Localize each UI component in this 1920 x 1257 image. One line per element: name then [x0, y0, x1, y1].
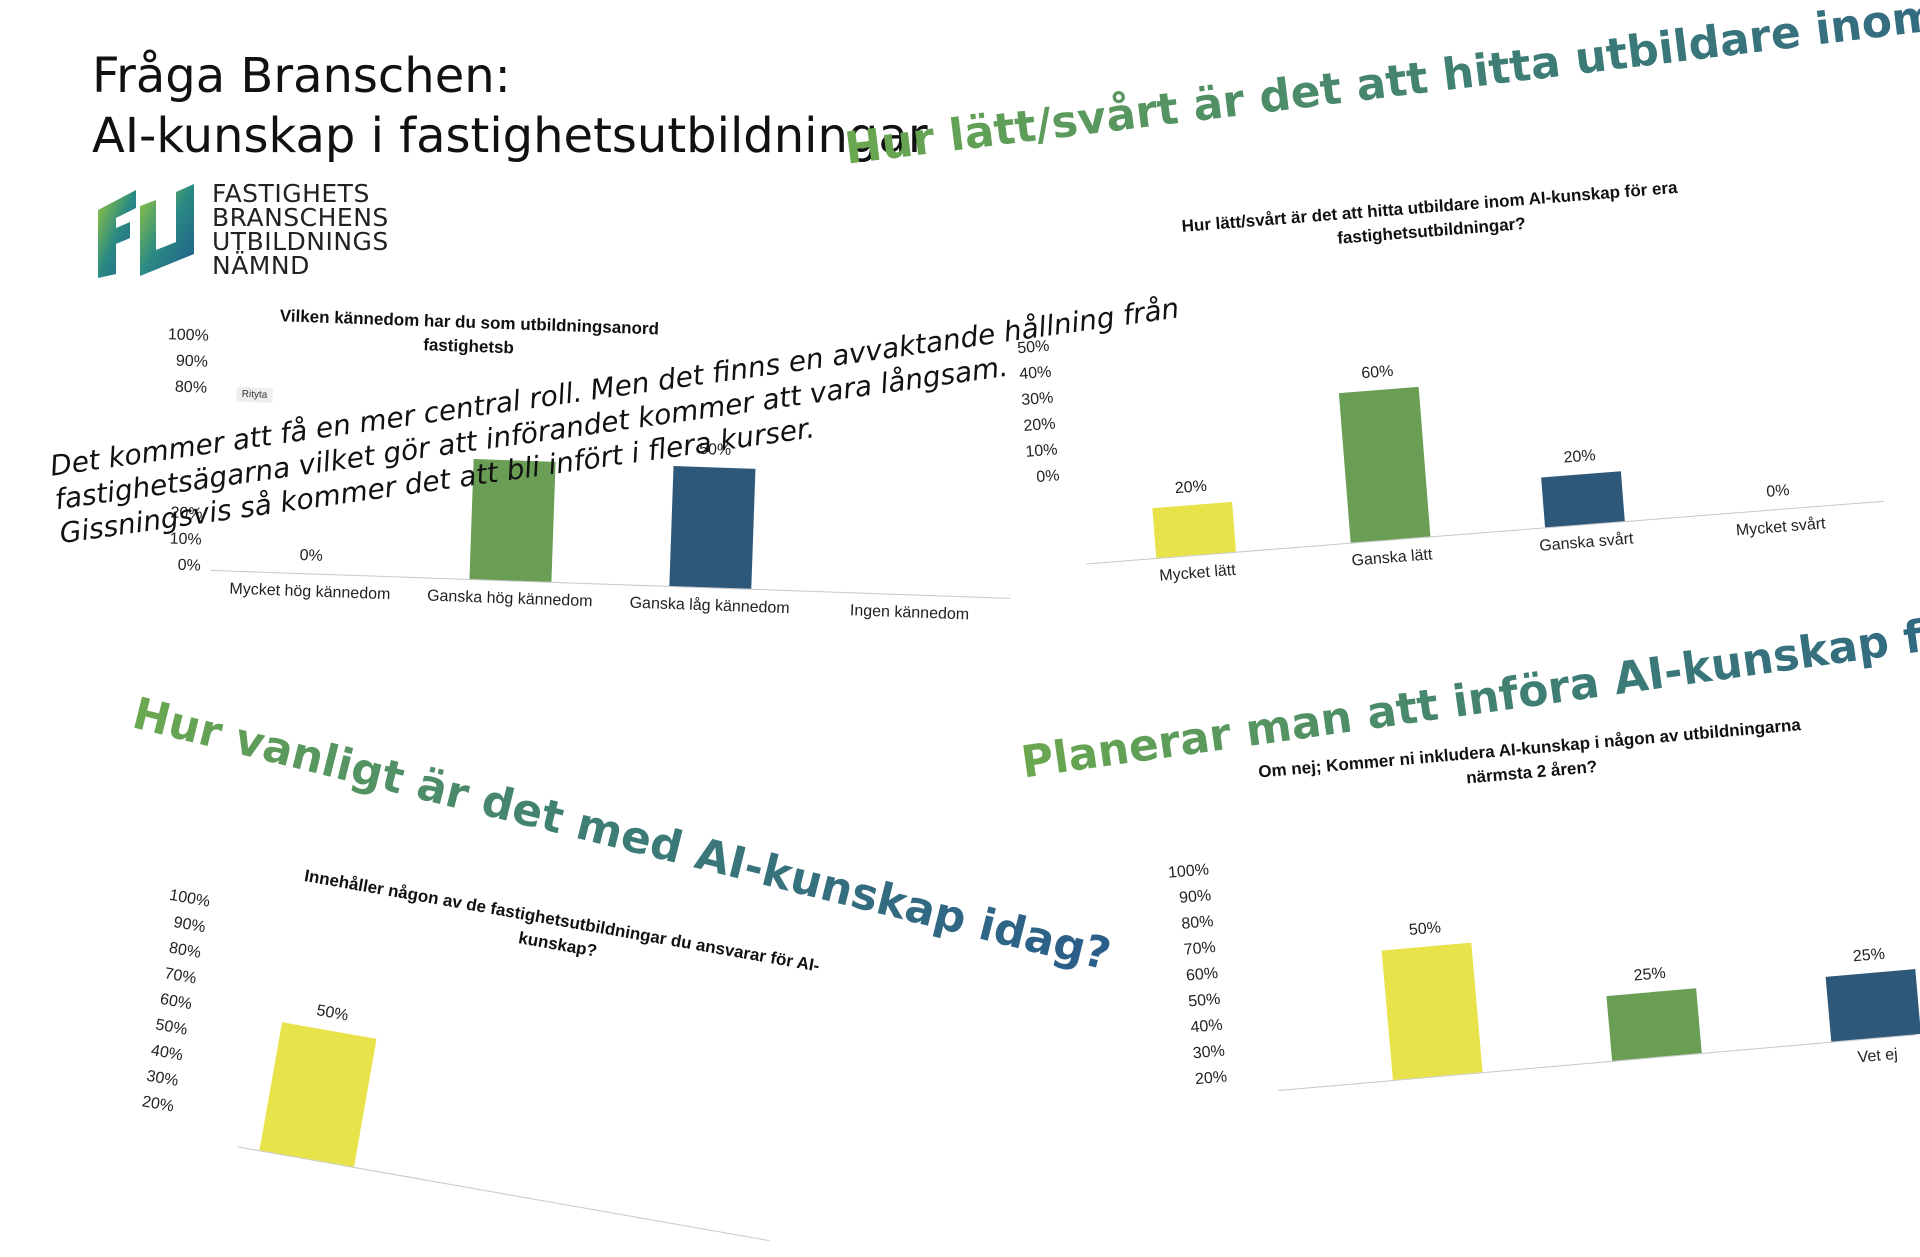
slide-title: Fråga Branschen: AI-kunskap i fastighets… [92, 46, 928, 166]
x-tick-label: Ingen kännedom [849, 602, 970, 624]
data-label: 20% [1174, 477, 1208, 498]
data-label: 25% [1852, 945, 1886, 966]
logo-line: NÄMND [212, 251, 310, 280]
bar [1338, 386, 1431, 543]
y-tick-label: 70% [163, 965, 198, 988]
x-tick-label: Mycket svårt [1735, 515, 1827, 540]
data-label: 0% [1765, 482, 1791, 501]
bar [1825, 969, 1920, 1042]
fbun-logo-icon [98, 184, 194, 278]
headline-utbildare: Hur lätt/svårt är det att hitta utbildar… [842, 0, 1920, 175]
x-tick-label: Ganska lätt [1350, 546, 1433, 570]
plot-area: 50% 25% 25% Vet ej [1190, 706, 1920, 1096]
data-label: 0% [299, 547, 324, 565]
logo-line: BRANSCHENS [212, 203, 389, 232]
y-tick-label: 100% [168, 886, 212, 911]
y-tick-label: 50% [154, 1016, 189, 1039]
y-tick-label: 90% [172, 914, 207, 937]
y-tick-label: 80% [174, 378, 208, 397]
logo-line: FASTIGHETS [212, 179, 370, 208]
y-tick-label: 30% [145, 1067, 180, 1090]
y-tick-label: 60% [158, 990, 194, 1014]
chart-utbildare: Hur lätt/svårt är det att hitta utbildar… [990, 161, 1900, 649]
bar [1606, 988, 1702, 1061]
y-tick-label: 0% [177, 556, 202, 575]
y-tick-label: 40% [149, 1042, 185, 1065]
bar [259, 1022, 377, 1167]
y-tick-label: 80% [167, 939, 203, 962]
bar [1541, 471, 1625, 528]
logo-line: UTBILDNINGS [212, 227, 389, 256]
bar [1381, 942, 1483, 1081]
plot-area: 20% Mycket lätt 60% Ganska lätt 20% Ganska sv… [1072, 311, 1885, 585]
slide-title-line1: Fråga Branschen: [92, 48, 511, 104]
data-label: 50% [1408, 919, 1442, 940]
x-tick-label: Mycket lätt [1158, 561, 1237, 585]
y-tick-label: 20% [140, 1093, 176, 1116]
y-tick-label: 0% [1035, 467, 1061, 487]
data-label: 25% [1633, 964, 1667, 985]
slide-title-line2: AI-kunskap i fastighetsutbildningar [92, 108, 928, 164]
bar [669, 466, 756, 589]
data-label: 20% [1562, 447, 1597, 467]
chart-title: Hur lätt/svårt är det att hitta utbildar… [1070, 167, 1792, 271]
x-tick-label: Ganska svårt [1538, 530, 1635, 555]
bar [1152, 501, 1236, 558]
y-tick-label: 100% [167, 326, 210, 345]
data-label: 50% [315, 1002, 350, 1025]
chart-framover: Om nej; Kommer ni inkludera AI-kunskap i… [1150, 704, 1920, 1099]
x-tick-label: Mycket hög kännedom [229, 580, 391, 604]
logo-text: FASTIGHETS BRANSCHENS UTBILDNINGS NÄMND [212, 179, 389, 280]
y-tick-label: 90% [175, 352, 209, 371]
plot-area: 50% [184, 850, 820, 1242]
x-tick-label: Ganska låg kännedom [629, 594, 790, 618]
data-label: 60% [1360, 362, 1395, 383]
chart-idag: Innehåller någon av de fastighetsutbildn… [118, 840, 859, 1257]
x-tick-label: Ganska hög kännedom [426, 587, 593, 611]
